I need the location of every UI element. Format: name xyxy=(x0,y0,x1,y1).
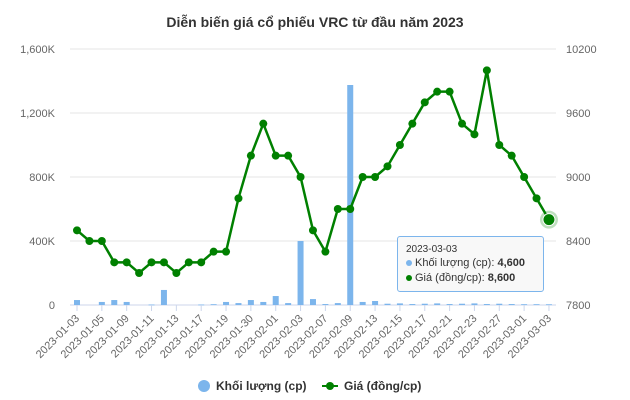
volume-bar xyxy=(409,304,416,305)
right-tick-label: 8400 xyxy=(566,236,590,248)
price-point xyxy=(383,162,392,171)
price-point xyxy=(395,141,404,149)
volume-bar xyxy=(272,296,279,305)
volume-bar xyxy=(297,241,304,305)
price-point xyxy=(85,237,94,245)
volume-bar xyxy=(521,304,528,305)
price-point xyxy=(259,119,268,128)
price-point xyxy=(135,269,144,277)
volume-bar xyxy=(111,300,118,305)
right-tick-label: 7800 xyxy=(566,300,590,312)
tooltip-label: Giá (đồng/cp): xyxy=(415,272,488,284)
price-point xyxy=(110,258,119,267)
price-point xyxy=(542,213,556,227)
price-point xyxy=(284,151,293,160)
volume-bar xyxy=(533,304,540,305)
volume-bar xyxy=(235,303,242,305)
chart-title: Diễn biến giá cổ phiếu VRC từ đầu năm 20… xyxy=(166,14,463,30)
volume-bar xyxy=(247,300,254,305)
left-tick-label: 400K xyxy=(29,236,55,248)
tooltip-date: 2023-03-03 xyxy=(406,244,458,255)
price-point xyxy=(520,173,529,181)
right-tick-label: 9600 xyxy=(566,108,590,120)
price-point xyxy=(246,151,255,160)
price-point xyxy=(97,237,106,245)
volume-bar xyxy=(446,304,453,305)
price-point xyxy=(333,205,342,213)
price-point xyxy=(433,87,442,96)
price-point xyxy=(420,98,429,107)
price-point xyxy=(73,226,81,235)
volume-bar xyxy=(347,85,354,305)
volume-bar xyxy=(384,303,391,305)
legend-label: Khối lượng (cp) xyxy=(216,379,307,393)
price-point xyxy=(532,194,541,203)
volume-bar xyxy=(459,303,466,305)
legend: Khối lượng (cp) Giá (đồng/cp) xyxy=(198,379,421,393)
volume-bar xyxy=(334,303,341,305)
price-point xyxy=(296,173,305,181)
right-tick-label: 10200 xyxy=(566,44,597,56)
price-point xyxy=(482,66,491,75)
tooltip-value: 4,600 xyxy=(497,257,525,269)
left-tick-label: 1,200K xyxy=(20,108,56,120)
price-point xyxy=(495,141,504,149)
price-point xyxy=(371,173,380,181)
volume-bar xyxy=(471,303,478,305)
volume-bar xyxy=(285,303,292,305)
volume-bar xyxy=(508,304,515,305)
price-point xyxy=(234,194,243,203)
price-point xyxy=(408,119,417,128)
price-point xyxy=(321,247,330,256)
price-point xyxy=(308,226,317,235)
price-point xyxy=(184,258,193,267)
price-point xyxy=(458,119,467,128)
price-point xyxy=(197,258,206,267)
volume-bar xyxy=(160,289,167,305)
left-tick-label: 0 xyxy=(49,300,55,312)
price-point xyxy=(122,258,131,267)
volume-bar xyxy=(123,301,130,305)
legend-item-price[interactable]: Giá (đồng/cp) xyxy=(322,379,421,393)
volume-bar xyxy=(483,304,490,305)
volume-bar xyxy=(148,304,155,306)
price-point xyxy=(147,258,156,267)
volume-bar xyxy=(74,300,80,305)
price-point xyxy=(271,151,280,160)
price-point xyxy=(346,205,355,213)
tooltip: 2023-03-03 Khối lượng (cp): 4,600 Giá (đ… xyxy=(397,236,544,292)
tooltip-label: Khối lượng (cp): xyxy=(415,257,498,269)
volume-bar xyxy=(396,303,403,305)
volume-bar xyxy=(372,301,379,305)
price-point xyxy=(445,87,454,96)
price-point xyxy=(470,130,479,139)
volume-bar xyxy=(210,304,217,305)
right-tick-label: 9000 xyxy=(566,172,590,184)
volume-bar xyxy=(359,301,366,305)
legend-label: Giá (đồng/cp) xyxy=(344,379,421,393)
legend-item-volume[interactable]: Khối lượng (cp) xyxy=(198,379,307,393)
volume-bar xyxy=(198,304,205,306)
left-tick-label: 800K xyxy=(29,172,55,184)
volume-bar xyxy=(98,301,105,305)
price-point xyxy=(172,269,181,277)
tooltip-value: 8,600 xyxy=(487,272,516,284)
volume-bar xyxy=(322,304,329,305)
price-point xyxy=(222,247,231,256)
volume-bar xyxy=(434,303,441,305)
price-point xyxy=(507,151,516,160)
volume-bar xyxy=(309,299,316,305)
price-point xyxy=(358,173,367,181)
price-point xyxy=(159,258,168,267)
volume-bar xyxy=(545,304,552,306)
left-tick-label: 1,600K xyxy=(20,44,56,56)
price-point xyxy=(209,247,218,256)
volume-bar xyxy=(421,303,428,305)
volume-bar xyxy=(223,301,230,305)
volume-bar xyxy=(496,303,503,305)
volume-bar xyxy=(260,301,267,305)
